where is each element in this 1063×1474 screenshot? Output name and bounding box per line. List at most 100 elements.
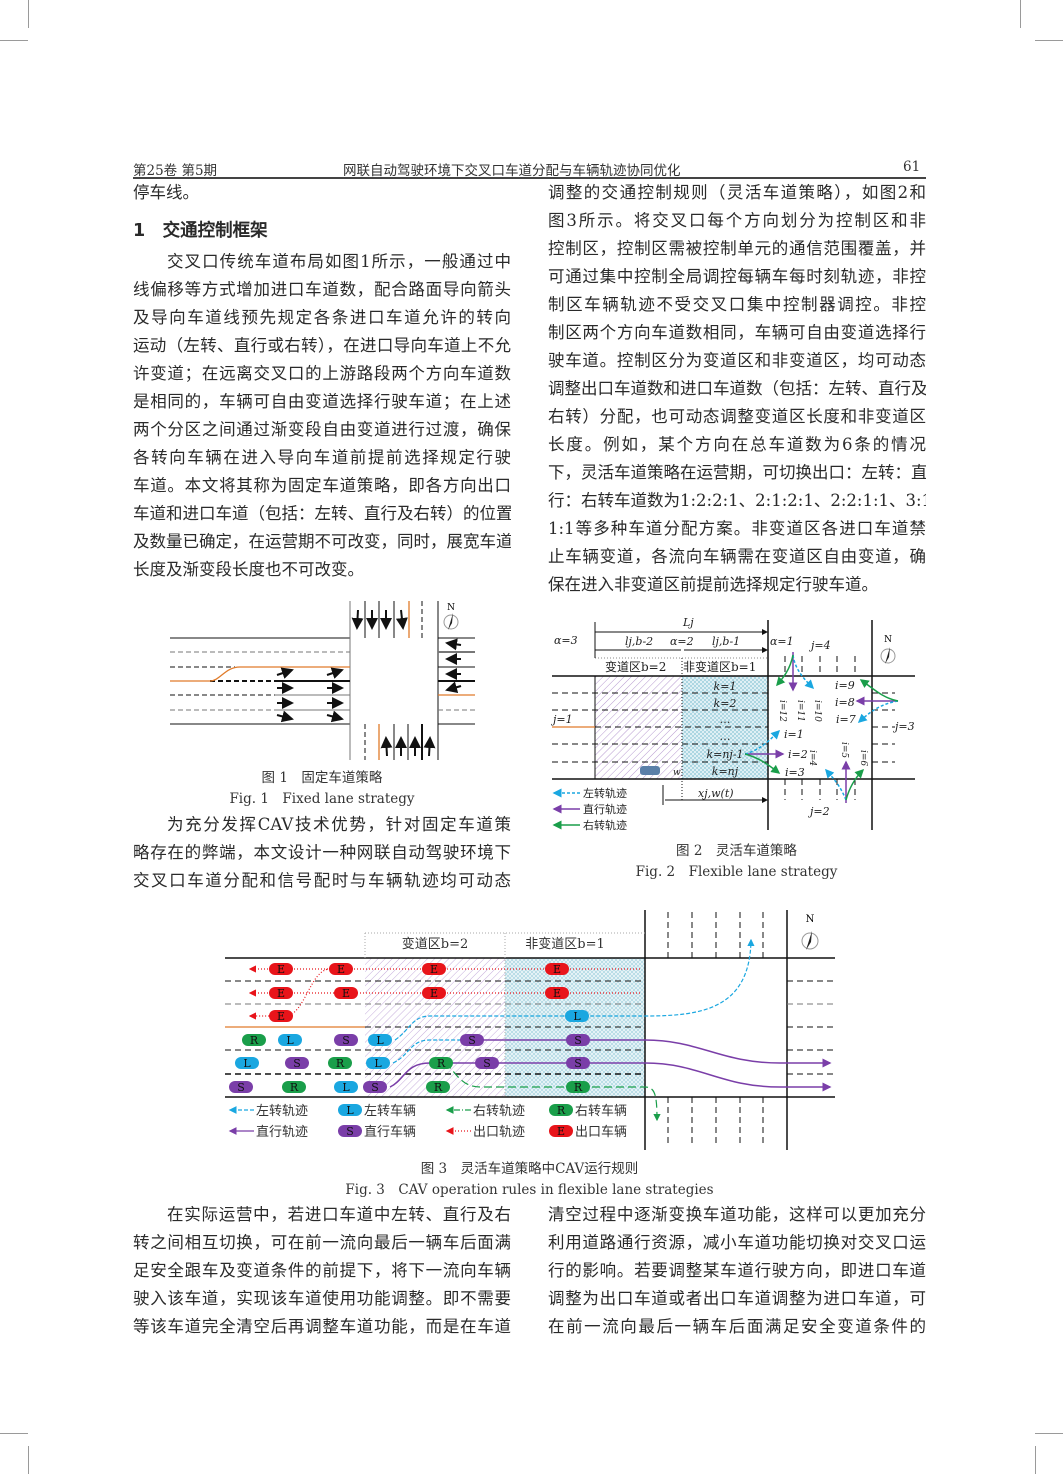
text-line: 许变道；在远离交叉口的上游路段两个方向车道数 <box>133 364 511 383</box>
svg-text:Lj: Lj <box>682 616 694 629</box>
vehicle-r: R <box>429 1057 453 1070</box>
text-line: 1:1等多种车道分配方案。非变道区各进口车道禁 <box>548 519 926 538</box>
text-line: 各转向车辆在进入导向车道前提前选择规定行驶 <box>133 448 511 467</box>
svg-text:S: S <box>371 1081 379 1094</box>
text-line: 车道。本文将其称为固定车道策略，即各方向出口 <box>133 476 511 495</box>
crop-mark <box>28 1446 29 1474</box>
text-line: 为充分发挥CAV技术优势，针对固定车道策 <box>167 815 511 834</box>
figure-1-fixed-lane-diagram: N <box>170 601 475 760</box>
legend-label: 右转轨迹 <box>473 1104 525 1119</box>
svg-text:i=8: i=8 <box>835 696 855 709</box>
svg-text:R: R <box>290 1081 299 1094</box>
svg-text:i=6: i=6 <box>858 750 868 766</box>
paragraph: 为充分发挥CAV技术优势，针对固定车道策 略存在的弊端，本文设计一种网联自动驾驶环… <box>133 811 511 895</box>
text-line: 交叉口传统车道布局如图1所示，一般通过中 <box>167 252 511 271</box>
figure-2-flexible-lane-diagram: Lj α=3 lj,b-2 α=2 lj,b-1 α=1 j=4 变道区b=2 … <box>550 616 915 832</box>
svg-text:i=2: i=2 <box>788 748 808 761</box>
svg-text:i=11: i=11 <box>795 700 805 722</box>
text-line: 及导向车道线预先规定各条进口车道允许的转向 <box>133 308 511 327</box>
vehicle-s: S <box>475 1057 499 1070</box>
svg-text:非变道区b=1: 非变道区b=1 <box>683 659 756 674</box>
svg-text:L: L <box>346 1104 354 1117</box>
vehicle-r: R <box>426 1081 450 1094</box>
vehicle-e: E <box>422 963 446 976</box>
crop-mark <box>1035 40 1063 41</box>
vehicle-s: S <box>460 1034 484 1047</box>
vehicle-e: E <box>269 963 293 976</box>
svg-text:L: L <box>374 1057 382 1070</box>
svg-text:…: … <box>720 730 731 743</box>
figure-2-caption-en: Fig. 2 Flexible lane strategy <box>635 864 838 880</box>
svg-text:k=nj-1: k=nj-1 <box>706 748 743 761</box>
svg-text:N: N <box>884 635 892 645</box>
crop-mark <box>1020 0 1021 28</box>
figure-1-caption-en: Fig. 1 Fixed lane strategy <box>229 791 415 807</box>
svg-text:变道区b=2: 变道区b=2 <box>402 936 469 952</box>
text-line: 图3所示。将交叉口每个方向划分为控制区和非 <box>548 211 926 230</box>
text-line: 调整为出口车道或者出口车道调整为进口车道，可 <box>548 1289 926 1308</box>
svg-text:非变道区b=1: 非变道区b=1 <box>525 936 605 952</box>
vehicle-l: L <box>338 1104 362 1117</box>
vehicle-r: R <box>242 1034 266 1047</box>
text-line: 制区两个方向车道数相同，车辆可自由变道选择行 <box>548 323 926 342</box>
paragraph: 交叉口传统车道布局如图1所示，一般通过中线偏移等方式增加进口车道数，配合路面导向… <box>133 248 511 584</box>
svg-text:E: E <box>553 987 561 1000</box>
text-line: 保在进入非变道区前提前选择规定行驶车道。 <box>548 575 878 594</box>
text-line: 及数量已确定，在运营期不可改变，同时，展宽车道 <box>133 532 511 551</box>
paragraph: 清空过程中逐渐变换车道功能，这样可以更加充分 利用道路通行资源，减小车道功能切换对… <box>548 1201 926 1341</box>
svg-text:S: S <box>293 1057 301 1070</box>
svg-text:N: N <box>806 914 815 925</box>
text-line: 运动（左转、直行或右转），在进口导向车道上不允 <box>133 336 511 355</box>
svg-text:i=7: i=7 <box>836 713 856 726</box>
legend-label: 出口车辆 <box>575 1124 627 1140</box>
running-title: 网联自动驾驶环境下交叉口车道分配与车辆轨迹协同优化 <box>343 163 681 179</box>
svg-text:lj,b-2: lj,b-2 <box>625 635 653 648</box>
vehicle-l: L <box>366 1057 390 1070</box>
vehicle-s: S <box>566 1034 590 1047</box>
svg-text:j=2: j=2 <box>807 805 830 818</box>
text-line: 在前一流向最后一辆车后面满足安全变道条件的 <box>548 1317 926 1336</box>
svg-text:α=1: α=1 <box>770 635 794 648</box>
paragraph: 调整的交通控制规则（灵活车道策略），如图2和 图3所示。将交叉口每个方向划分为控制… <box>548 179 926 599</box>
svg-text:R: R <box>557 1104 566 1117</box>
svg-text:w: w <box>673 768 681 778</box>
svg-text:R: R <box>336 1057 345 1070</box>
legend-label: 左转轨迹 <box>256 1104 308 1119</box>
vehicle-e: E <box>269 987 293 1000</box>
svg-text:R: R <box>250 1034 259 1047</box>
text-line: 行的影响。若要调整某车道行驶方向，即进口车道 <box>548 1261 926 1280</box>
svg-text:i=5: i=5 <box>839 742 849 758</box>
text-line: 等该车道完全清空后再调整车道功能，而是在车道 <box>133 1317 511 1336</box>
text-line: 停车线。 <box>133 183 199 202</box>
legend-label: 直行车辆 <box>364 1124 416 1140</box>
north-compass-icon: N <box>801 914 819 950</box>
svg-text:L: L <box>243 1057 251 1070</box>
svg-text:xj,w(t): xj,w(t) <box>698 787 734 800</box>
svg-text:k=2: k=2 <box>714 697 737 710</box>
svg-text:直行轨迹: 直行轨迹 <box>583 802 627 816</box>
text-line: 制区车辆轨迹不受交叉口集中控制器调控。非控 <box>548 295 926 314</box>
svg-text:L: L <box>376 1034 384 1047</box>
north-compass-icon: N <box>443 603 459 630</box>
svg-text:i=4: i=4 <box>807 750 817 766</box>
vehicle-l: L <box>235 1057 259 1070</box>
legend-label: 左转车辆 <box>364 1103 416 1119</box>
north-compass-icon: N <box>880 635 896 664</box>
text-line: 线偏移等方式增加进口车道数，配合路面导向箭头 <box>133 280 511 299</box>
legend-label: 出口轨迹 <box>473 1125 525 1140</box>
vehicle-e: E <box>545 987 569 1000</box>
svg-text:L: L <box>286 1034 294 1047</box>
svg-text:变道区b=2: 变道区b=2 <box>605 659 666 674</box>
svg-text:S: S <box>468 1034 476 1047</box>
svg-text:E: E <box>430 963 438 976</box>
vehicle-e: E <box>549 1125 573 1138</box>
svg-text:i=10: i=10 <box>812 700 822 722</box>
vehicle-e: E <box>269 1010 293 1023</box>
svg-text:i=3: i=3 <box>785 766 805 779</box>
vehicle-s: S <box>334 1034 358 1047</box>
svg-text:S: S <box>346 1125 354 1138</box>
text-line: 足安全跟车及变道条件的前提下，将下一流向车辆 <box>133 1261 511 1280</box>
legend-label: 直行轨迹 <box>256 1125 308 1140</box>
left-column: 停车线。 1 交通控制框架 交叉口传统车道布局如图1所示，一般通过中 线偏移等方式… <box>133 179 511 584</box>
vehicle-r: R <box>566 1081 590 1094</box>
